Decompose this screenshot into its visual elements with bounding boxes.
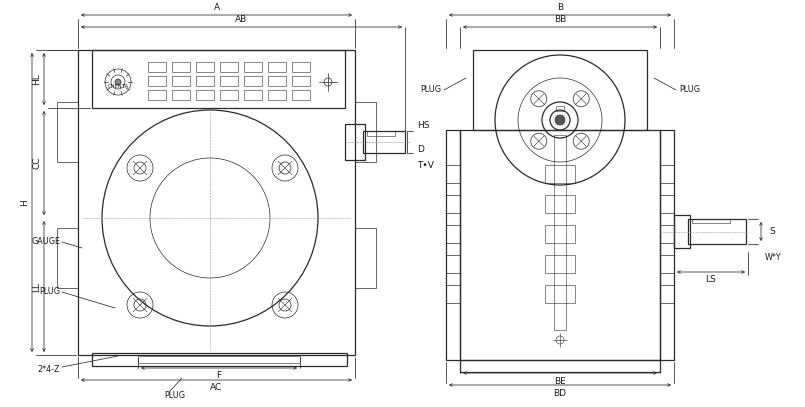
Bar — [148, 90, 166, 100]
Bar — [92, 50, 345, 108]
Text: PLUG: PLUG — [420, 85, 441, 94]
Bar — [172, 62, 190, 72]
Bar — [292, 76, 310, 86]
Bar — [268, 76, 286, 86]
Text: A: A — [213, 4, 220, 13]
Bar — [172, 90, 190, 100]
Bar — [138, 356, 300, 363]
Text: D: D — [417, 145, 424, 155]
Bar — [172, 76, 190, 86]
Bar — [148, 62, 166, 72]
Bar — [292, 90, 310, 100]
Bar — [148, 76, 166, 86]
Bar — [545, 285, 575, 303]
Bar — [292, 62, 310, 72]
Text: CC: CC — [32, 157, 42, 169]
Bar — [660, 130, 674, 360]
Text: S: S — [769, 227, 774, 236]
Text: T•V: T•V — [417, 160, 434, 169]
Bar — [57, 102, 78, 162]
Bar — [220, 90, 238, 100]
Bar — [196, 76, 214, 86]
Bar — [363, 131, 405, 153]
Text: W*Y: W*Y — [765, 254, 782, 263]
Bar — [545, 225, 575, 243]
Circle shape — [555, 115, 565, 125]
Text: BD: BD — [554, 389, 567, 398]
Bar — [556, 106, 564, 111]
Bar — [674, 215, 690, 248]
Bar — [355, 228, 376, 288]
Bar — [545, 195, 575, 213]
Bar — [220, 62, 238, 72]
Bar — [244, 76, 262, 86]
Bar — [688, 219, 746, 244]
Text: AB: AB — [235, 15, 248, 24]
Bar — [367, 131, 395, 136]
Bar — [446, 130, 460, 360]
Text: BB: BB — [554, 15, 566, 24]
Text: AC: AC — [210, 383, 223, 392]
Text: LS: LS — [706, 276, 716, 284]
Bar — [220, 76, 238, 86]
Text: HS: HS — [417, 122, 430, 131]
Text: F: F — [217, 372, 221, 381]
Bar — [268, 90, 286, 100]
Bar — [460, 360, 660, 372]
Bar — [692, 219, 730, 223]
Text: 2*4-Z: 2*4-Z — [38, 365, 60, 374]
Text: PLUG: PLUG — [679, 85, 700, 94]
Bar — [57, 228, 78, 288]
Bar — [545, 165, 575, 183]
Bar — [244, 62, 262, 72]
Text: BE: BE — [554, 376, 566, 385]
Bar — [473, 50, 647, 130]
Bar — [244, 90, 262, 100]
Text: CHENTA: CHENTA — [107, 85, 129, 90]
Text: PLUG: PLUG — [39, 287, 60, 297]
Text: GAUGE: GAUGE — [31, 238, 60, 247]
Bar — [78, 50, 355, 355]
Bar — [196, 90, 214, 100]
Bar — [345, 124, 365, 160]
Bar — [92, 353, 347, 366]
Text: H: H — [20, 199, 30, 206]
Bar — [460, 130, 660, 360]
Bar — [355, 102, 376, 162]
Bar — [268, 62, 286, 72]
Bar — [545, 255, 575, 273]
Text: PLUG: PLUG — [164, 390, 185, 400]
Bar — [196, 62, 214, 72]
Text: HL: HL — [32, 73, 42, 85]
Text: LL: LL — [32, 282, 42, 291]
Bar — [554, 135, 566, 330]
Text: B: B — [557, 4, 563, 13]
Circle shape — [115, 79, 121, 85]
